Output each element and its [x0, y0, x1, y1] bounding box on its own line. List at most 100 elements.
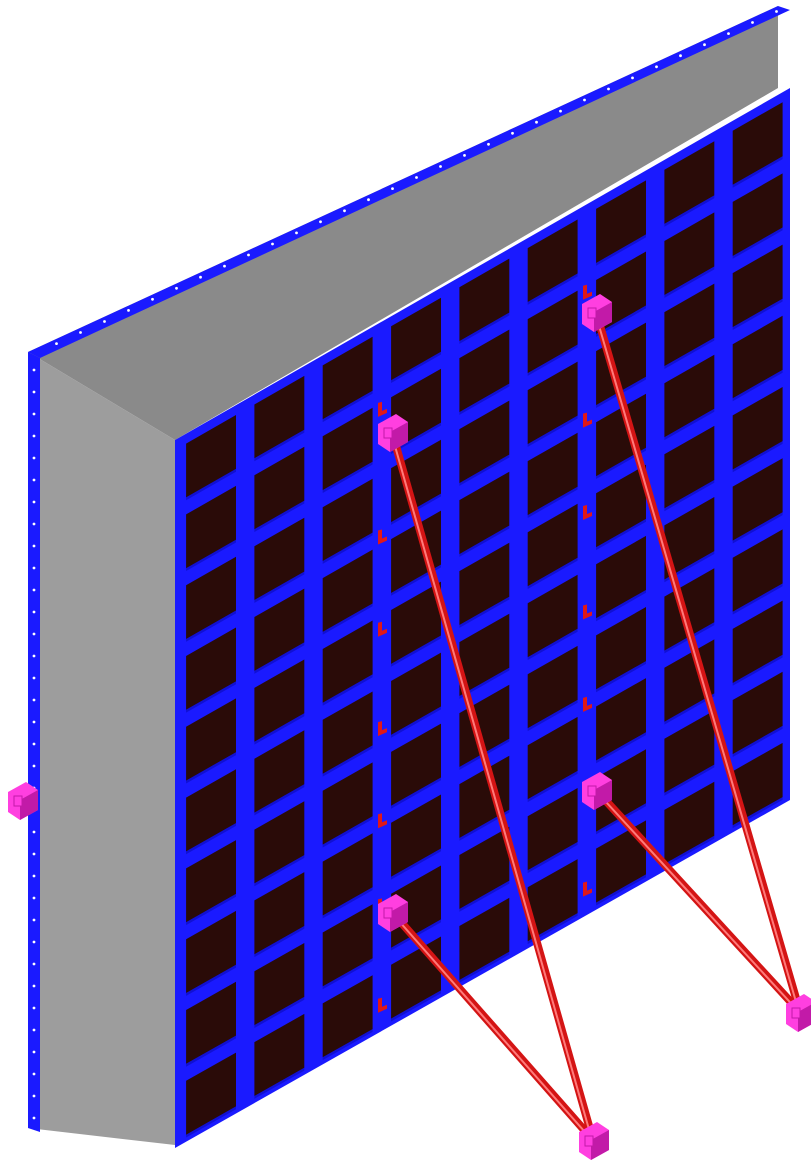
rib-shadow: [322, 1029, 373, 1061]
back-top-edge-rail: [28, 6, 790, 358]
panel-cell: [186, 1052, 236, 1135]
rib-shadow: [596, 447, 646, 479]
bolt-hole: [415, 176, 418, 179]
bolt-hole: [32, 962, 36, 966]
rib-shadow: [596, 590, 646, 622]
rib-shadow: [186, 823, 236, 855]
bolt-hole: [151, 297, 154, 301]
rib-shadow: [391, 706, 441, 738]
bolt-hole: [439, 165, 442, 168]
wedge-clamp: [583, 284, 592, 300]
panel-cell: [322, 478, 373, 561]
panel-cell: [186, 485, 236, 569]
rib-shadow: [527, 486, 578, 518]
rib-shadow: [596, 874, 646, 906]
rib-shadow: [459, 383, 510, 415]
bolt-hole: [32, 676, 36, 680]
wall-bracket: [378, 894, 408, 932]
rib-shadow: [459, 951, 510, 983]
clamp-shape: [378, 997, 387, 1013]
wall-bracket: [582, 772, 612, 810]
panel-cell: [527, 290, 578, 374]
panel-cell: [254, 872, 305, 955]
rib-shadow: [254, 571, 305, 603]
panel-cell: [732, 742, 783, 826]
panel-cell: [322, 975, 373, 1058]
bracket-pin: [791, 1007, 801, 1019]
bracket-pin: [383, 427, 393, 439]
panel-cell: [596, 180, 646, 263]
clamp-shape: [583, 412, 592, 428]
rib-shadow: [732, 583, 783, 615]
panel-cell: [391, 723, 441, 806]
clamp-shape: [378, 721, 387, 737]
panel-cell: [322, 336, 373, 420]
bolt-hole: [751, 21, 754, 24]
panel-cell: [732, 600, 783, 683]
panel-cell: [527, 716, 578, 800]
panel-cell: [186, 415, 236, 498]
panel-cell: [391, 652, 441, 735]
bolt-hole: [559, 109, 562, 113]
panel-cell: [732, 529, 783, 612]
bolt-hole: [487, 142, 490, 146]
bolt-hole: [32, 632, 36, 636]
panel-cell: [186, 769, 236, 852]
wedge-clamp: [583, 505, 592, 521]
bracket-side: [390, 422, 408, 452]
panel-cell: [322, 691, 373, 774]
panel-cell: [254, 659, 305, 742]
bolt-hole: [32, 500, 36, 504]
wall-bracket: [582, 294, 612, 332]
panel-cell: [459, 542, 510, 625]
rib-shadow: [254, 996, 305, 1028]
rib-shadow: [664, 693, 715, 725]
bolt-hole: [32, 940, 36, 944]
clamp-shape: [378, 401, 387, 417]
clamp-shape: [583, 284, 592, 300]
bolt-hole: [32, 654, 36, 658]
rib-shadow: [254, 784, 305, 816]
bracket-pin: [587, 785, 597, 797]
bolt-hole: [32, 1028, 36, 1032]
clamp-shape: [583, 696, 592, 712]
rib-shadow: [732, 156, 783, 188]
bolt-hole: [32, 368, 36, 372]
rib-shadow: [186, 1106, 236, 1138]
top-face: [28, 6, 778, 440]
rib-shadow: [527, 913, 578, 945]
front-panel-grid: [175, 88, 790, 1148]
push-pull-brace: [388, 428, 597, 1144]
bolt-hole: [175, 286, 178, 290]
bolt-hole: [32, 896, 36, 900]
rib-shadow: [527, 557, 578, 589]
panel-cell: [186, 556, 236, 639]
panel-cell: [664, 283, 715, 367]
panel-cell: [459, 897, 510, 980]
rib-shadow: [322, 958, 373, 990]
panel-cell: [664, 639, 715, 722]
panel-cell: [459, 471, 510, 555]
panel-cell: [664, 568, 715, 651]
panel-cell: [596, 607, 646, 690]
panel-cell: [254, 943, 305, 1026]
bolt-hole: [32, 478, 36, 482]
wedge-clamp: [583, 412, 592, 428]
panel-cell: [391, 297, 441, 381]
bolt-hole: [32, 390, 36, 394]
rib-shadow: [322, 532, 373, 564]
bracket-pin: [584, 1135, 594, 1147]
rib-shadow: [664, 266, 715, 298]
bolt-hole: [32, 874, 36, 878]
bracket-side: [20, 790, 38, 820]
bolt-hole: [32, 698, 36, 702]
panel-cell: [322, 549, 373, 632]
bolt-hole: [583, 98, 586, 102]
bracket-pin: [383, 907, 393, 919]
rib-shadow: [664, 551, 715, 583]
panel-cell: [322, 833, 373, 916]
panel-cell: [596, 464, 646, 548]
panel-cell: [527, 361, 578, 445]
panel-cell: [254, 517, 305, 600]
clamp-shape: [378, 621, 387, 637]
